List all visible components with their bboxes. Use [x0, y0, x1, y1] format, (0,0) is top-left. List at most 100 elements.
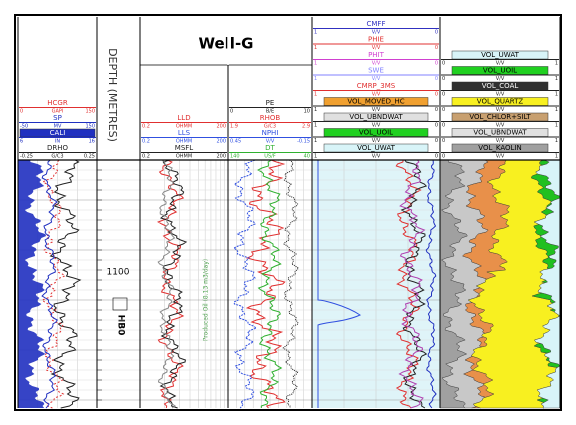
scale-left: 1 — [314, 154, 317, 160]
scale-right: 1 — [555, 61, 558, 67]
scale-right: 1 — [555, 138, 558, 144]
curve-name: MSFL — [175, 144, 194, 152]
title: Well-G — [198, 35, 253, 53]
scale-right: 200 — [216, 124, 226, 130]
scale-left: 1 — [314, 107, 317, 113]
scale-unit: V/V — [496, 107, 505, 113]
log-curve — [425, 159, 437, 409]
scale-left: -0.25 — [20, 154, 33, 160]
curve-name: VOL_QUARTZ — [477, 98, 524, 106]
scale-right: 1 — [555, 154, 558, 160]
curve-name: VOL_UOIL — [483, 67, 517, 75]
curve-name: VOL_UWAT — [357, 144, 395, 152]
curve-name: VOL_KAOLIN — [478, 144, 521, 152]
scale-unit: V/V — [496, 92, 505, 98]
scale-unit: V/V — [266, 139, 275, 145]
log-curve — [157, 159, 185, 409]
scale-unit: OHMM — [176, 139, 192, 145]
scale-right: -0.15 — [297, 139, 310, 145]
depth-mark: 1100 — [107, 268, 130, 278]
curve-name: RHOB — [260, 114, 281, 122]
scale-right: 0 — [435, 154, 438, 160]
curve-name: NPHI — [262, 129, 279, 137]
curve-name: VOL_CHLOR+SILT — [469, 113, 531, 121]
curve-name: VOL_UBNDWAT — [473, 129, 527, 137]
sp-fill — [18, 160, 47, 408]
curve-name: VOL_UBNDWAT — [349, 113, 403, 121]
scale-left: 1 — [314, 76, 317, 82]
scale-right: 0.25 — [84, 154, 95, 160]
scale-unit: V/V — [372, 76, 381, 82]
scale-right: 200 — [216, 139, 226, 145]
log-curve — [395, 159, 422, 409]
scale-right: 1 — [555, 123, 558, 129]
scale-left: 1.9 — [230, 124, 238, 130]
curve-name: LLD — [177, 114, 190, 122]
log-curve — [41, 159, 58, 409]
scale-right: 0 — [435, 61, 438, 67]
log-curve — [232, 159, 258, 409]
scale-unit: OHMM — [176, 124, 192, 130]
scale-unit: V/V — [496, 76, 505, 82]
scale-unit: G/C3 — [51, 154, 63, 160]
scale-unit: V/V — [372, 45, 381, 51]
scale-unit: V/V — [496, 123, 505, 129]
scale-left: 1 — [314, 92, 317, 98]
scale-right: 0 — [435, 138, 438, 144]
log-curve — [400, 159, 428, 409]
scale-left: 6 — [20, 139, 23, 145]
scale-right: 0 — [435, 45, 438, 51]
scale-left: -50 — [20, 124, 28, 130]
zone-label: HB0 — [116, 315, 126, 336]
scale-right: 0 — [435, 30, 438, 36]
spike-curve — [317, 160, 362, 408]
curve-name: CMFF — [367, 20, 386, 28]
scale-unit: MV — [54, 124, 62, 130]
curve-name: VOL_COAL — [482, 82, 519, 90]
scale-unit: IN — [55, 139, 60, 145]
perforation — [112, 297, 128, 311]
log-curve — [245, 159, 286, 409]
scale-left: 0 — [20, 109, 23, 115]
log-curve — [157, 159, 176, 409]
scale-right: 0 — [435, 92, 438, 98]
scale-right: 0 — [435, 76, 438, 82]
depth-label: DEPTH (METRES) — [106, 48, 119, 142]
scale-left: 0 — [442, 107, 445, 113]
curve-name: CALI — [50, 129, 66, 137]
curve-name: VOL_UWAT — [481, 51, 519, 59]
scale-unit: V/V — [372, 154, 381, 160]
scale-unit: V/V — [372, 107, 381, 113]
log-curve — [282, 159, 300, 409]
scale-unit: B/E — [266, 109, 274, 115]
scale-left: 0.45 — [230, 139, 241, 145]
curve-name: PHIT — [368, 51, 385, 59]
curve-name: CMRP_3MS — [357, 82, 396, 90]
scale-right: 10 — [304, 109, 310, 115]
scale-unit: V/V — [372, 123, 381, 129]
log-curve — [398, 159, 426, 409]
scale-unit: V/V — [496, 154, 505, 160]
scale-left: 0 — [230, 109, 233, 115]
scale-unit: V/V — [496, 138, 505, 144]
scale-right: 150 — [85, 124, 95, 130]
scale-left: 0.2 — [142, 124, 150, 130]
scale-left: 0.2 — [142, 139, 150, 145]
scale-unit: OHMM — [176, 154, 192, 160]
log-curve — [257, 159, 283, 408]
curve-name: LLS — [178, 129, 191, 137]
scale-unit: V/V — [372, 30, 381, 36]
scale-left: 1 — [314, 45, 317, 51]
scale-right: 40 — [304, 154, 310, 160]
scale-left: 0 — [442, 123, 445, 129]
log-curve — [49, 159, 82, 409]
scale-left: 0 — [442, 154, 445, 160]
scale-right: 1 — [555, 92, 558, 98]
scale-unit: US/F — [264, 154, 276, 160]
scale-unit: V/V — [372, 138, 381, 144]
curve-name: SWE — [368, 67, 384, 75]
scale-left: 0 — [442, 138, 445, 144]
scale-right: 150 — [85, 109, 95, 115]
curve-name: VOL_MOVED_HC — [347, 98, 404, 106]
